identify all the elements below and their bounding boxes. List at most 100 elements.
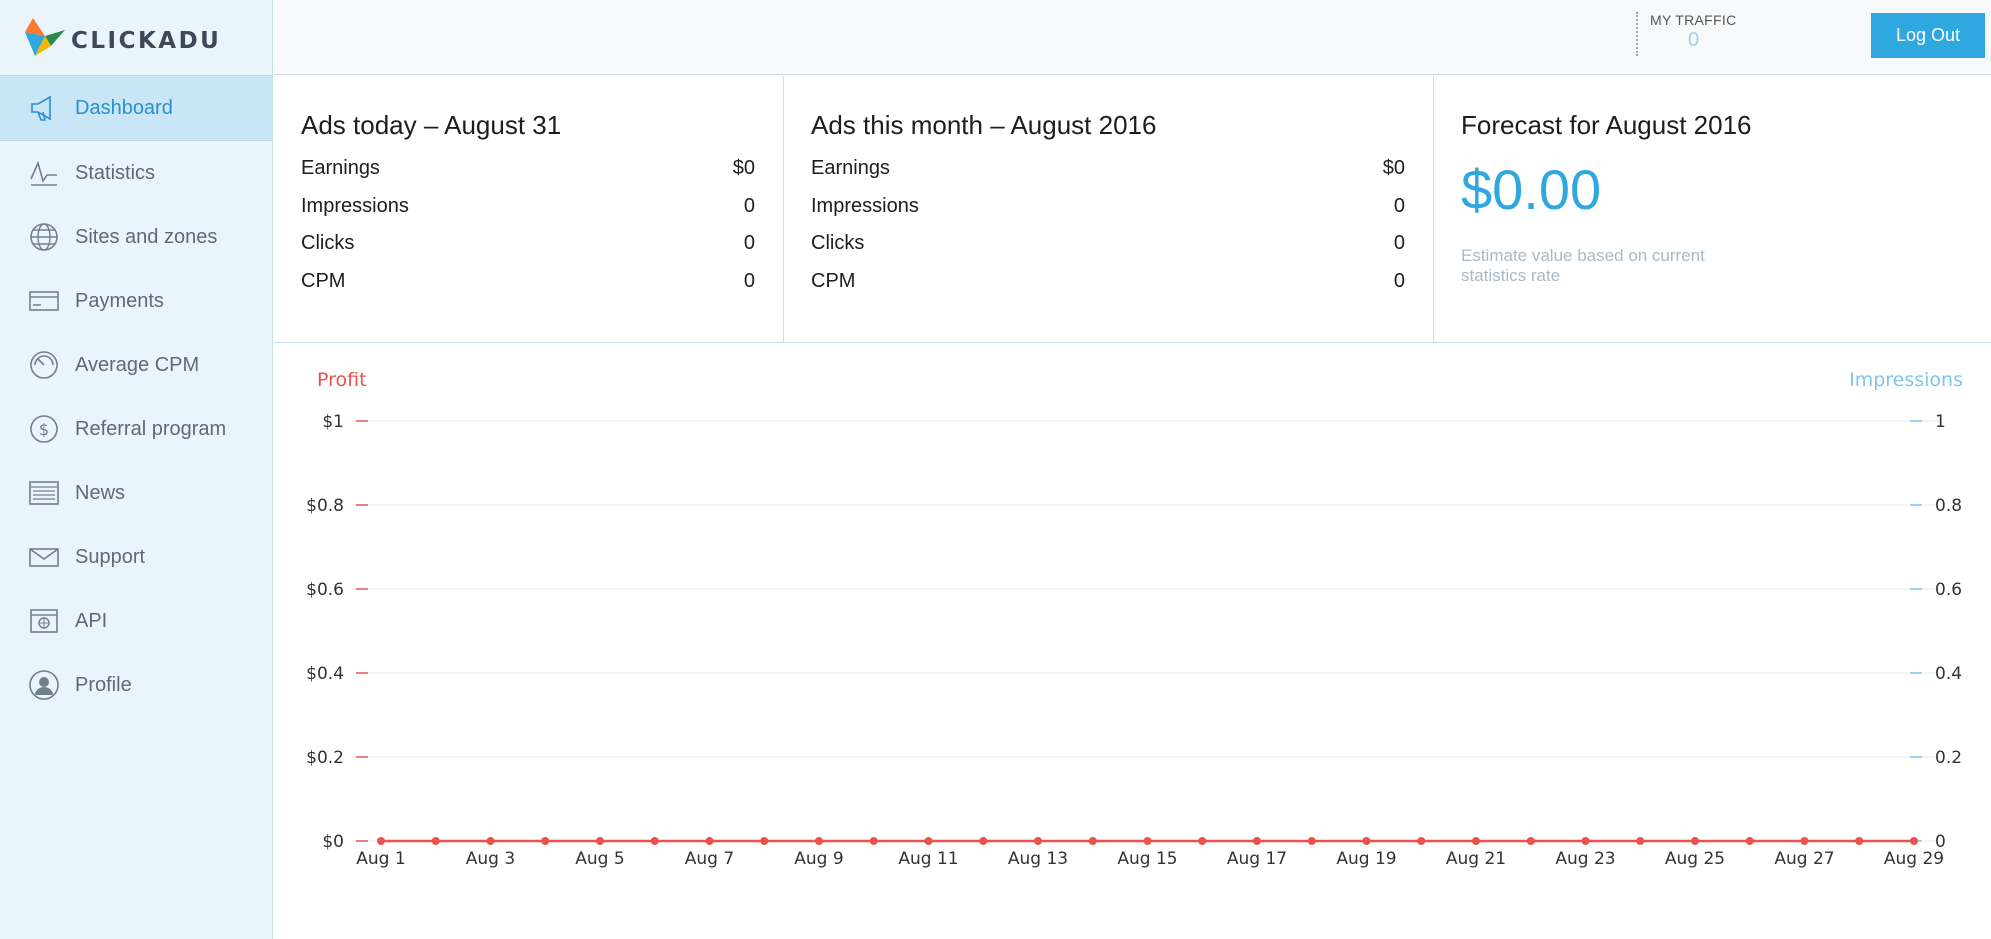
- logo[interactable]: CLICKADU: [0, 0, 272, 75]
- sidebar-item-label: Referral program: [75, 417, 227, 440]
- stat-row: Impressions 0: [811, 195, 1405, 233]
- stat-value: $0: [732, 157, 755, 179]
- x-tick-label: Aug 17: [1227, 849, 1287, 869]
- globe-icon: [28, 221, 60, 253]
- stat-value: 0: [743, 232, 755, 254]
- stat-label: Impressions: [811, 194, 919, 217]
- stat-value: 0: [1393, 194, 1405, 217]
- stat-row: Impressions 0: [301, 195, 755, 233]
- news-icon: [28, 477, 60, 509]
- sidebar-item-payments[interactable]: Payments: [0, 269, 272, 333]
- left-tick-label: $0: [322, 832, 344, 852]
- traffic-value: 0: [1688, 29, 1700, 51]
- profit-data-point: [1307, 837, 1316, 845]
- x-tick-label: Aug 25: [1665, 849, 1725, 869]
- today-title: Ads today – August 31: [301, 110, 562, 140]
- x-tick-label: Aug 11: [898, 849, 958, 869]
- logout-button[interactable]: Log Out: [1871, 13, 1985, 58]
- today-panel: Ads today – August 31 Earnings $0 Impress…: [274, 76, 784, 343]
- x-tick-label: Aug 19: [1336, 849, 1396, 869]
- left-tick-label: $0.2: [306, 748, 344, 768]
- stats-panels: Ads today – August 31 Earnings $0 Impress…: [274, 76, 1991, 343]
- month-panel: Ads this month – August 2016 Earnings $0 …: [784, 76, 1434, 343]
- profit-data-point: [1198, 837, 1207, 845]
- profit-data-point: [705, 837, 714, 845]
- stat-label: Impressions: [301, 194, 409, 217]
- profit-data-point: [541, 837, 550, 845]
- stat-value: 0: [1393, 232, 1405, 254]
- brand-name: CLICKADU: [71, 27, 222, 54]
- stat-label: CPM: [301, 269, 346, 292]
- left-tick-label: $1: [322, 412, 344, 432]
- stat-value: $0: [1382, 157, 1405, 179]
- profit-data-point: [924, 837, 933, 845]
- forecast-title: Forecast for August 2016: [1461, 110, 1752, 140]
- profit-data-point: [486, 837, 495, 845]
- stat-row: Earnings $0: [811, 157, 1405, 195]
- stat-row: CPM 0: [811, 270, 1405, 308]
- sidebar-item-sites-and-zones[interactable]: Sites and zones: [0, 205, 272, 269]
- profit-data-point: [1143, 837, 1152, 845]
- sidebar-item-label: Sites and zones: [75, 225, 218, 248]
- profit-data-point: [377, 837, 385, 845]
- sidebar-item-label: API: [75, 609, 108, 632]
- stat-label: Clicks: [301, 232, 355, 254]
- stat-label: CPM: [811, 269, 856, 292]
- profit-data-point: [1636, 837, 1645, 845]
- stat-label: Earnings: [301, 157, 380, 179]
- sidebar-item-support[interactable]: Support: [0, 525, 272, 589]
- sidebar-item-average-cpm[interactable]: Average CPM: [0, 333, 272, 397]
- envelope-icon: [28, 541, 60, 573]
- my-traffic: MY TRAFFIC 0: [1636, 12, 1737, 56]
- stat-value: 0: [743, 269, 755, 292]
- sidebar-item-label: Payments: [75, 289, 164, 312]
- stat-value: 0: [743, 194, 755, 217]
- clickadu-bird-icon: [25, 17, 65, 56]
- right-tick-label: 0.6: [1935, 580, 1962, 600]
- stat-row: Clicks 0: [811, 232, 1405, 270]
- top-header: MY TRAFFIC 0 Log Out: [274, 0, 1991, 75]
- megaphone-icon: [28, 92, 60, 124]
- profit-data-point: [1691, 837, 1699, 845]
- profit-data-point: [979, 837, 988, 845]
- right-tick-label: 0.2: [1935, 748, 1962, 768]
- sidebar-item-label: News: [75, 481, 126, 504]
- right-axis-title: Impressions: [1849, 369, 1963, 391]
- profit-data-point: [1855, 837, 1864, 845]
- sidebar-item-label: Dashboard: [75, 96, 173, 119]
- profit-data-point: [869, 837, 878, 845]
- sidebar-item-label: Average CPM: [75, 353, 200, 376]
- sidebar-item-news[interactable]: News: [0, 461, 272, 525]
- x-tick-label: Aug 1: [356, 849, 405, 869]
- forecast-panel: Forecast for August 2016 $0.00 Estimate …: [1434, 76, 1991, 343]
- profit-data-point: [1417, 837, 1426, 845]
- right-tick-label: 0.8: [1935, 496, 1962, 516]
- profit-data-point: [431, 837, 440, 845]
- profit-data-point: [1581, 837, 1590, 845]
- right-tick-label: 0.4: [1935, 664, 1962, 684]
- sidebar: CLICKADU Dashboard Statistics Sites and …: [0, 0, 273, 939]
- left-tick-label: $0.4: [306, 664, 344, 684]
- profit-data-point: [1253, 837, 1261, 845]
- sidebar-item-profile[interactable]: Profile: [0, 653, 272, 717]
- left-axis-title: Profit: [317, 369, 367, 391]
- profit-data-point: [760, 837, 769, 845]
- profit-data-point: [1472, 837, 1480, 845]
- gauge-icon: [28, 349, 60, 381]
- x-tick-label: Aug 21: [1446, 849, 1506, 869]
- x-tick-label: Aug 29: [1884, 849, 1944, 869]
- sidebar-nav: Dashboard Statistics Sites and zones Pay…: [0, 75, 272, 717]
- x-tick-label: Aug 3: [466, 849, 515, 869]
- forecast-amount: $0.00: [1461, 158, 1602, 221]
- month-title: Ads this month – August 2016: [811, 110, 1157, 140]
- sidebar-item-api[interactable]: API: [0, 589, 272, 653]
- sidebar-item-referral-program[interactable]: $ Referral program: [0, 397, 272, 461]
- sidebar-item-dashboard[interactable]: Dashboard: [0, 75, 272, 141]
- right-tick-label: 1: [1935, 412, 1946, 432]
- x-tick-label: Aug 15: [1117, 849, 1177, 869]
- api-icon: [28, 605, 60, 637]
- profit-data-point: [1745, 837, 1754, 845]
- stat-value: 0: [1393, 269, 1405, 292]
- sidebar-item-statistics[interactable]: Statistics: [0, 141, 272, 205]
